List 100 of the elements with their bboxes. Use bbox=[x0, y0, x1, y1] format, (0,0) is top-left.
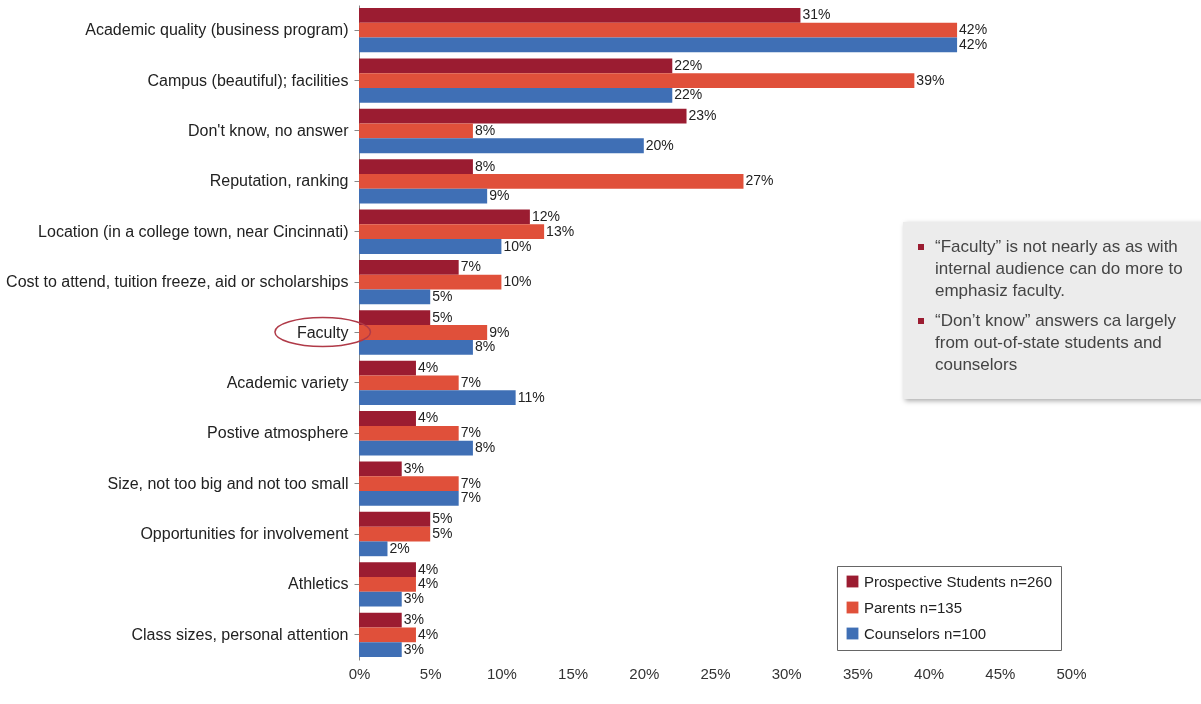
bar bbox=[359, 425, 459, 441]
bar bbox=[359, 440, 473, 456]
data-label: 7% bbox=[460, 258, 481, 275]
x-tick-label: 30% bbox=[771, 664, 802, 682]
legend-label: Prospective Students n=260 bbox=[864, 572, 1053, 590]
data-label: 4% bbox=[417, 560, 439, 577]
data-label: 7% bbox=[460, 474, 481, 491]
bar bbox=[359, 239, 502, 254]
data-label: 3% bbox=[403, 611, 424, 628]
y-tick-label: Cost to attend, tuition freeze, aid or scholarships bbox=[6, 273, 349, 291]
data-label: 12% bbox=[531, 207, 560, 224]
data-label: 4% bbox=[417, 625, 439, 642]
data-label: 7% bbox=[460, 373, 481, 390]
data-label: 9% bbox=[489, 187, 510, 204]
bar bbox=[359, 562, 416, 578]
x-tick-label: 25% bbox=[700, 664, 731, 682]
bar bbox=[359, 159, 473, 174]
data-label: 8% bbox=[474, 338, 496, 355]
bar bbox=[359, 339, 473, 355]
bar bbox=[359, 325, 488, 340]
y-tick-label: Campus (beautiful); facilities bbox=[147, 71, 349, 89]
bar bbox=[359, 259, 459, 275]
bar bbox=[359, 511, 431, 527]
data-label: 7% bbox=[460, 489, 481, 506]
y-tick-label: Class sizes, personal attention bbox=[131, 625, 349, 643]
data-label: 8% bbox=[474, 121, 496, 138]
bar bbox=[359, 209, 530, 225]
data-label: 4% bbox=[417, 359, 439, 376]
bar bbox=[359, 224, 545, 240]
bar bbox=[359, 627, 416, 643]
legend-label: Parents n=135 bbox=[864, 598, 962, 616]
y-tick-label: Location (in a college town, near Cincinnati) bbox=[38, 222, 349, 240]
data-label: 22% bbox=[674, 56, 703, 73]
bar bbox=[359, 123, 473, 139]
x-tick-label: 50% bbox=[1056, 664, 1087, 682]
x-tick-label: 45% bbox=[985, 664, 1016, 682]
bar bbox=[359, 591, 402, 607]
bar bbox=[359, 173, 744, 189]
y-tick-label: Postive atmosphere bbox=[207, 424, 349, 442]
bar bbox=[359, 73, 915, 88]
bar bbox=[359, 360, 416, 376]
data-label: 3% bbox=[403, 590, 424, 607]
x-tick-label: 20% bbox=[629, 664, 660, 682]
data-label: 39% bbox=[916, 71, 945, 88]
data-label: 20% bbox=[645, 136, 674, 153]
bar bbox=[359, 476, 459, 492]
x-tick-label: 15% bbox=[558, 664, 589, 682]
data-label: 10% bbox=[503, 273, 532, 290]
data-label: 8% bbox=[474, 439, 496, 456]
bar bbox=[359, 642, 402, 657]
data-label: 13% bbox=[546, 222, 575, 239]
x-tick-label: 0% bbox=[348, 664, 371, 682]
bar bbox=[359, 541, 388, 557]
data-label: 5% bbox=[432, 287, 453, 304]
bar bbox=[359, 274, 502, 290]
bar bbox=[359, 37, 958, 53]
data-label: 5% bbox=[432, 525, 453, 542]
data-label: 4% bbox=[417, 575, 439, 592]
data-label: 3% bbox=[403, 459, 424, 476]
bar bbox=[359, 461, 402, 477]
y-tick-label: Academic variety bbox=[226, 373, 349, 391]
data-label: 3% bbox=[403, 640, 424, 657]
bar bbox=[359, 375, 459, 391]
data-label: 9% bbox=[489, 323, 510, 340]
bar bbox=[359, 87, 673, 103]
data-label: 4% bbox=[417, 409, 439, 426]
bar bbox=[359, 58, 673, 74]
data-label: 8% bbox=[474, 157, 496, 174]
data-label: 42% bbox=[959, 35, 988, 52]
data-label: 7% bbox=[460, 424, 481, 441]
bar bbox=[359, 310, 431, 326]
data-label: 2% bbox=[389, 539, 410, 556]
data-label: 31% bbox=[802, 6, 831, 23]
bar bbox=[359, 577, 416, 592]
bar bbox=[359, 526, 431, 542]
y-tick-label: Faculty bbox=[296, 323, 349, 341]
data-label: 22% bbox=[674, 86, 703, 103]
legend-label: Counselors n=100 bbox=[864, 624, 987, 642]
x-tick-label: 10% bbox=[486, 664, 517, 682]
bar bbox=[359, 22, 958, 38]
y-tick-label: Academic quality (business program) bbox=[85, 21, 349, 39]
data-label: 11% bbox=[517, 388, 545, 405]
data-label: 5% bbox=[432, 510, 453, 527]
annotation: “Faculty” is not nearly as as with internal audience can do more to emphasiz faculty. bbox=[935, 236, 1184, 303]
data-label: 5% bbox=[432, 308, 453, 325]
bar bbox=[359, 138, 644, 154]
bar bbox=[359, 108, 687, 124]
y-tick-label: Don't know, no answer bbox=[188, 121, 350, 139]
bar bbox=[359, 491, 459, 506]
x-tick-label: 5% bbox=[419, 664, 442, 682]
annotation: “Don’t know” answers ca largely from out-of-state students and counselors bbox=[935, 310, 1177, 377]
bar bbox=[359, 8, 801, 23]
data-label: 27% bbox=[745, 172, 774, 189]
data-label: 10% bbox=[503, 237, 532, 254]
y-tick-label: Size, not too big and not too small bbox=[107, 474, 349, 492]
x-tick-label: 40% bbox=[914, 664, 945, 682]
bar bbox=[359, 188, 488, 204]
data-label: 23% bbox=[688, 107, 717, 124]
bar bbox=[359, 390, 516, 406]
data-label: 42% bbox=[959, 21, 988, 38]
